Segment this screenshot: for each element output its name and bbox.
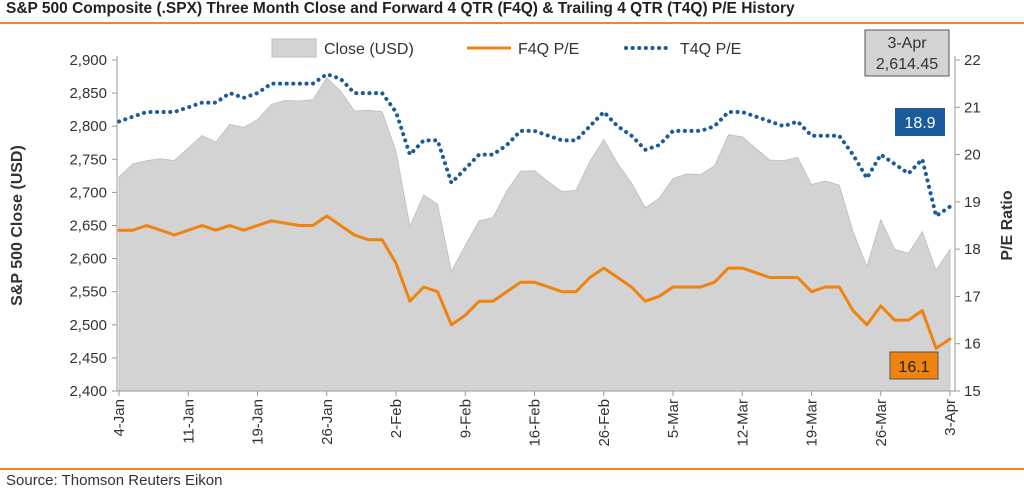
x-tick-label: 26-Mar xyxy=(873,399,890,447)
right-tick-label: 18 xyxy=(964,241,981,258)
chart: 2,400 2,450 2,500 2,550 2,600 2,650 2,700 2,750… xyxy=(9,29,1016,447)
close-area xyxy=(118,77,951,392)
left-tick-label: 2,600 xyxy=(69,251,107,268)
right-tick-label: 19 xyxy=(964,194,981,211)
chart-title: S&P 500 Composite (.SPX) Three Month Clo… xyxy=(6,0,795,17)
top-rule xyxy=(0,22,1024,24)
left-tick-label: 2,650 xyxy=(69,218,107,235)
x-tick-label: 26-Jan xyxy=(319,399,336,445)
right-tick-label: 17 xyxy=(964,288,981,305)
last-date-label: 3-Apr xyxy=(887,35,927,52)
right-tick-label: 20 xyxy=(964,147,981,164)
f4q-pe-line xyxy=(117,214,952,350)
right-tick-label: 16 xyxy=(964,336,981,353)
x-tick-label: 3-Apr xyxy=(942,399,959,436)
legend-close-swatch xyxy=(271,38,317,58)
left-tick-label: 2,900 xyxy=(69,52,107,69)
left-axis-title: S&P 500 Close (USD) xyxy=(9,145,26,306)
last-date-box xyxy=(864,29,950,77)
x-tick-label: 5-Mar xyxy=(665,399,682,438)
left-tick-label: 2,700 xyxy=(69,184,107,201)
last-close-value: 2,614.45 xyxy=(876,56,938,73)
x-tick-label: 12-Mar xyxy=(734,399,751,447)
x-tick-label: 16-Feb xyxy=(527,399,544,447)
left-tick-label: 2,800 xyxy=(69,118,107,135)
t4q-value-badge xyxy=(895,108,945,136)
x-tick-label: 26-Feb xyxy=(596,399,613,447)
x-tick-label: 19-Jan xyxy=(250,399,267,445)
x-tick-label: 2-Feb xyxy=(388,399,405,438)
right-tick-label: 22 xyxy=(964,52,981,69)
f4q-value-label: 16.1 xyxy=(898,359,929,376)
t4q-pe-line xyxy=(117,72,952,218)
left-tick-label: 2,500 xyxy=(69,317,107,334)
x-tick-label: 9-Feb xyxy=(457,399,474,438)
right-tick-label: 15 xyxy=(964,383,981,400)
f4q-value-badge xyxy=(889,351,939,380)
t4q-value-label: 18.9 xyxy=(904,115,935,132)
right-axis-title: P/E Ratio xyxy=(999,190,1016,260)
bottom-rule xyxy=(0,468,1024,470)
source-note: Source: Thomson Reuters Eikon xyxy=(6,472,223,489)
right-tick-label: 21 xyxy=(964,99,981,116)
legend-t4q-label: T4Q P/E xyxy=(680,41,741,58)
left-tick-label: 2,550 xyxy=(69,284,107,301)
x-tick-label: 19-Mar xyxy=(804,399,821,447)
left-tick-label: 2,450 xyxy=(69,350,107,367)
legend-f4q-label: F4Q P/E xyxy=(518,41,579,58)
left-tick-label: 2,750 xyxy=(69,151,107,168)
left-tick-label: 2,400 xyxy=(69,383,107,400)
left-tick-label: 2,850 xyxy=(69,85,107,102)
x-tick-label: 11-Jan xyxy=(180,399,197,444)
legend-close-label: Close (USD) xyxy=(324,41,414,58)
x-tick-label: 4-Jan xyxy=(111,399,128,437)
